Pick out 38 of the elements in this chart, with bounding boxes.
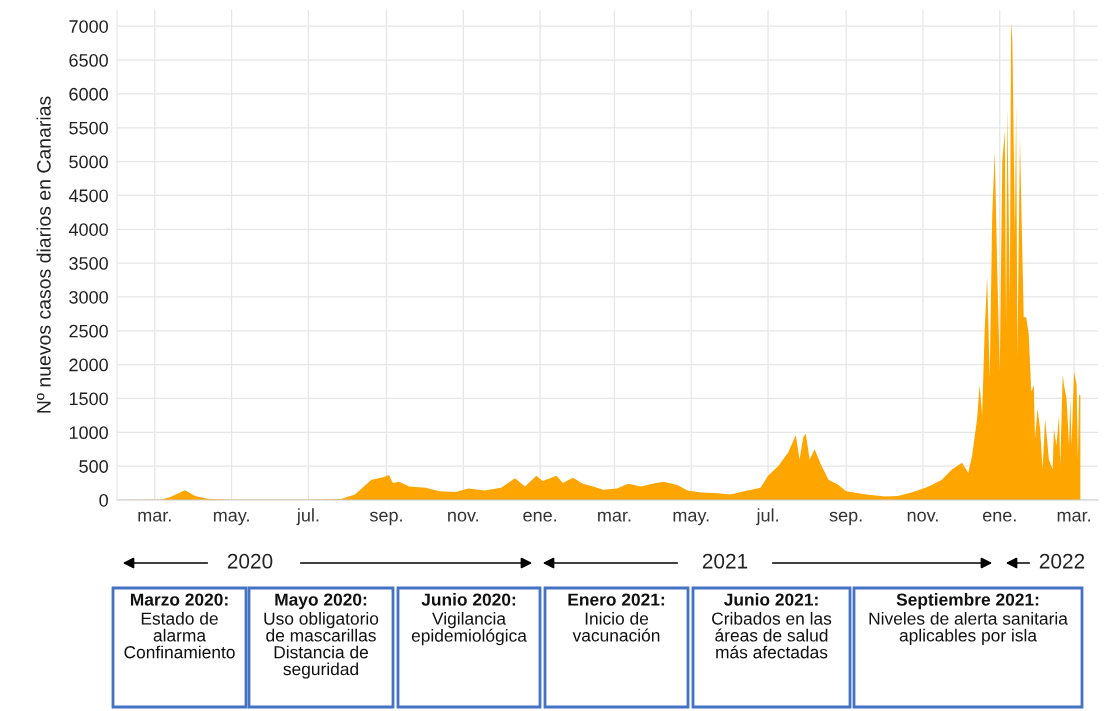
y-axis-title: Nº nuevos casos diarios en Canarias	[36, 96, 51, 413]
y-tick-label: 1500	[69, 392, 108, 406]
x-tick-label: may.	[673, 511, 709, 526]
y-tick-label: 2000	[69, 358, 108, 372]
x-tick-label: sep.	[369, 511, 402, 526]
text: 2022	[1039, 553, 1085, 569]
text: Junio 2020: Vigilancia epidemiológica	[411, 593, 527, 646]
x-tick-label: mar.	[1057, 511, 1090, 522]
y-tick-label: 2500	[69, 324, 108, 338]
text: Mayo 2020: Uso obligatorio de mascarillas Distancia de seguridad	[264, 593, 379, 679]
y-tick-label: 3000	[69, 290, 108, 304]
x-tick-label: nov.	[907, 511, 938, 522]
text: Junio 2021: Cribados en las áreas de salud más afectadas	[712, 593, 832, 659]
y-tick-label: 1000	[69, 426, 108, 440]
text: Enero 2021: Inicio de vacunación	[568, 593, 665, 642]
y-tick-label: 5000	[69, 155, 108, 169]
text: Septiembre 2021: Niveles de alerta sanitaria aplicables por isla	[869, 593, 1068, 645]
x-tick-label: may.	[213, 511, 249, 526]
x-tick-label: ene.	[523, 511, 557, 522]
x-tick-label: ene.	[982, 511, 1016, 522]
y-tick-label: 0	[99, 493, 108, 507]
y-tick-label: 6500	[69, 54, 108, 67]
x-tick-label: mar.	[598, 511, 631, 522]
text: 2020	[227, 553, 273, 569]
y-tick-label: 7000	[69, 20, 108, 33]
y-tick-label: 6000	[69, 87, 108, 101]
y-tick-label: 5500	[69, 121, 108, 135]
x-tick-label: nov.	[448, 511, 479, 522]
x-tick-label: mar.	[138, 511, 171, 522]
y-tick-label: 4500	[68, 189, 108, 203]
text: 2021	[702, 553, 748, 569]
x-tick-label: jul.	[756, 508, 778, 526]
y-tick-label: 4000	[68, 223, 108, 236]
x-tick-label: sep.	[829, 511, 862, 526]
text: Marzo 2020: Estado de alarma Confinamiento	[124, 593, 235, 659]
y-tick-label: 3500	[69, 257, 108, 270]
y-tick-label: 500	[79, 460, 108, 473]
x-tick-label: jul.	[296, 508, 319, 526]
